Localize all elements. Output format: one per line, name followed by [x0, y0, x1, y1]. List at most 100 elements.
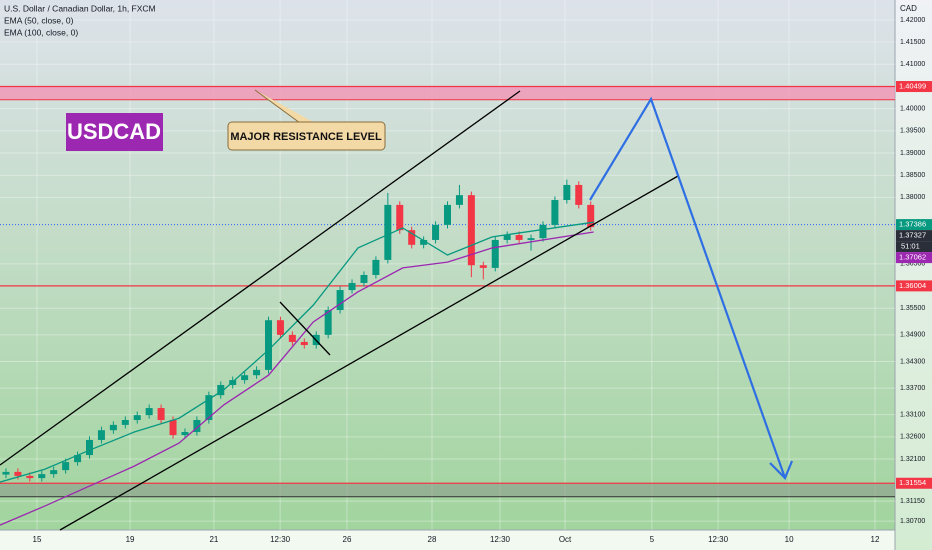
candle-body: [324, 310, 332, 335]
candle-body: [396, 204, 404, 231]
candle-body: [14, 471, 22, 476]
candle-body: [121, 420, 129, 425]
candle-body: [551, 200, 559, 225]
y-tick-label: 1.38000: [900, 194, 925, 201]
candle-body: [432, 224, 440, 240]
candle-body: [455, 195, 463, 205]
candle-body: [360, 274, 368, 283]
candle-body: [38, 474, 46, 479]
candle-body: [527, 238, 535, 240]
candle-body: [97, 430, 105, 440]
callout-box: [227, 121, 386, 151]
ema-line: [0, 231, 594, 526]
x-axis-area: [0, 530, 895, 550]
x-tick-label: 12:30: [270, 535, 291, 544]
y-tick-label: 1.34300: [900, 358, 925, 365]
y-tick-label: 1.39000: [900, 150, 925, 157]
candle-body: [575, 184, 583, 205]
x-tick-label: 26: [343, 535, 352, 544]
y-tick-label: 1.41500: [900, 39, 925, 46]
candle-body: [479, 265, 487, 268]
candle-body: [276, 320, 284, 335]
candle-body: [348, 282, 356, 291]
x-tick-label: 15: [33, 535, 42, 544]
candle-body: [300, 341, 308, 346]
price-label-box: [896, 477, 932, 489]
x-tick-label: Oct: [559, 535, 572, 544]
channel-line: [0, 90, 521, 466]
candle-body: [408, 230, 416, 245]
x-tick-label: 12:30: [708, 535, 729, 544]
x-tick-label: 10: [785, 535, 794, 544]
candle-body: [145, 408, 153, 416]
price-label-box: [896, 219, 932, 231]
candle-body: [169, 420, 177, 436]
price-label-box: [896, 280, 932, 292]
x-tick-label: 28: [428, 535, 437, 544]
legend-entry: EMA (50, close, 0): [4, 15, 74, 25]
candle-body: [86, 439, 93, 456]
annotation: MAJOR RESISTANCE LEVEL: [230, 131, 382, 143]
candle-body: [241, 375, 249, 381]
candle-body: [336, 290, 344, 311]
candle-body: [133, 415, 141, 421]
channel-line: [59, 175, 679, 531]
y-tick-label: 1.38500: [900, 172, 925, 179]
candle-body: [26, 475, 34, 479]
candle-body: [62, 462, 70, 471]
candle-body: [74, 455, 82, 463]
y-tick-label: 1.41000: [900, 61, 925, 68]
y-tick-label: 1.30700: [900, 518, 925, 525]
projection-arrow: [589, 96, 787, 479]
x-tick-label: 5: [650, 535, 655, 544]
price-label-box: [896, 230, 932, 242]
candle-body: [563, 184, 571, 201]
currency: CAD: [900, 4, 917, 13]
y-tick-label: 1.36500: [900, 261, 925, 268]
x-tick-label: 12: [871, 535, 880, 544]
price-label: 1.40499: [899, 82, 926, 91]
y-tick-label: 1.31150: [900, 498, 925, 505]
candle-body: [2, 471, 10, 475]
price-label: 1.31554: [899, 478, 926, 487]
legend-entry: EMA (100, close, 0): [4, 27, 78, 37]
candle-body: [503, 235, 511, 240]
y-tick-label: 1.32600: [900, 434, 925, 441]
symbol-box: [66, 113, 163, 151]
candle-body: [384, 204, 392, 260]
y-tick-label: 1.32100: [900, 456, 925, 463]
candle-body: [181, 431, 189, 436]
y-tick-label: 1.35500: [900, 305, 925, 312]
countdown: 51:01: [901, 242, 920, 251]
candle-body: [265, 320, 272, 370]
price-label: 1.37062: [899, 253, 926, 262]
symbol-label: USDCAD: [67, 119, 161, 144]
price-label-box: [896, 252, 932, 264]
y-tick-label: 1.33700: [900, 385, 925, 392]
candle-body: [157, 408, 165, 421]
candle-body: [217, 384, 225, 396]
ema-line: [0, 221, 594, 483]
price-label: 1.36004: [899, 281, 926, 290]
candle-body: [491, 239, 499, 268]
y-tick-label: 1.42000: [900, 17, 925, 24]
candle-body: [515, 235, 523, 240]
x-tick-label: 21: [209, 535, 218, 544]
y-tick-label: 1.33100: [900, 412, 925, 419]
x-tick-label: 12:30: [490, 535, 511, 544]
candle-body: [50, 470, 58, 475]
candle-body: [587, 204, 595, 228]
candle-body: [253, 369, 261, 376]
candle-body: [420, 239, 428, 245]
price-label: 1.37327: [899, 231, 926, 240]
chart-title: U.S. Dollar / Canadian Dollar, 1h, FXCM: [4, 3, 156, 13]
y-tick-label: 1.39500: [900, 128, 925, 135]
level-zone: [0, 86, 895, 100]
candle-body: [444, 204, 451, 225]
countdown-box: [896, 241, 932, 253]
price-label-box: [896, 81, 932, 93]
candle-body: [288, 334, 296, 342]
candle-body: [205, 395, 213, 421]
candle-body: [539, 224, 547, 239]
